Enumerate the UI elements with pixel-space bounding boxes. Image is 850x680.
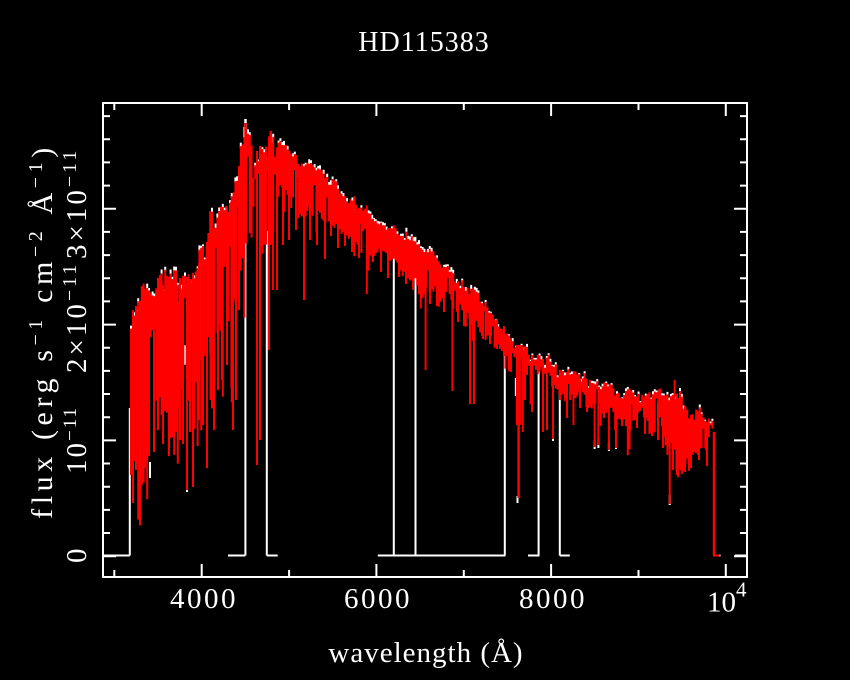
- svg-text:8000: 8000: [519, 583, 587, 615]
- svg-text:6000: 6000: [344, 583, 412, 615]
- svg-text:HD115383: HD115383: [358, 27, 489, 58]
- svg-text:0: 0: [61, 549, 93, 564]
- svg-text:4000: 4000: [170, 583, 238, 615]
- svg-text:wavelength (Å): wavelength (Å): [328, 637, 523, 669]
